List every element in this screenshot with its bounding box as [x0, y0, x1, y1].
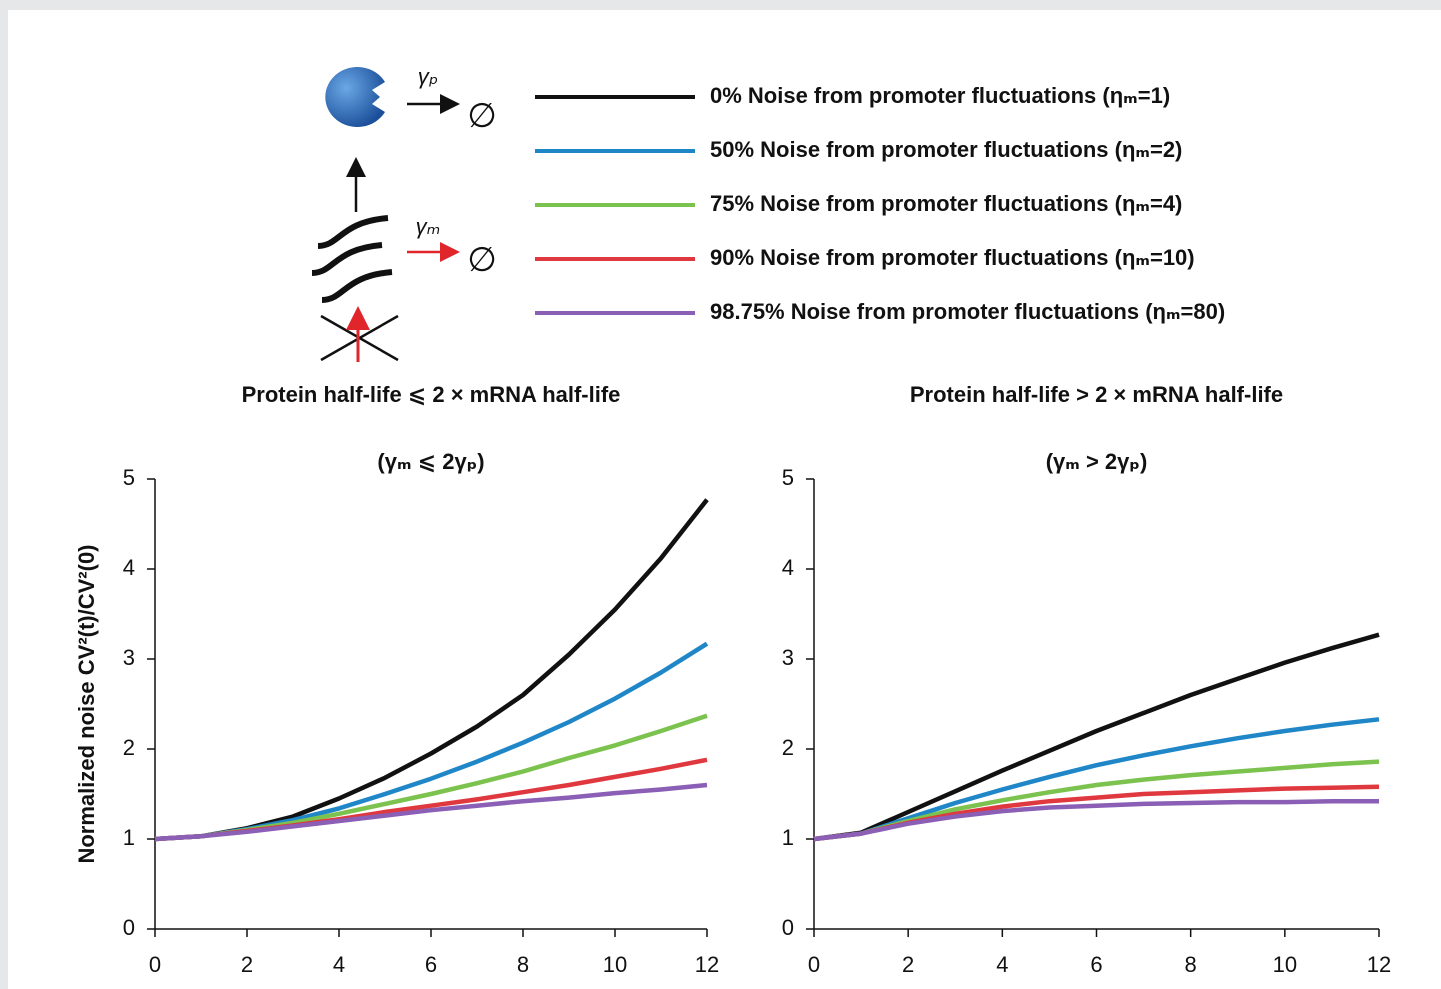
- chart-subtitle: (γₘ > 2γₚ): [1046, 449, 1148, 474]
- legend: 0% Noise from promoter fluctuations (ηₘ=…: [535, 83, 1225, 324]
- series-line: [813, 798, 1379, 842]
- chart: Protein half-life > 2 × mRNA half-life (γ…: [782, 382, 1391, 977]
- x-tick-label: 6: [425, 952, 437, 977]
- y-tick-label: 2: [123, 735, 135, 760]
- legend-label: 50% Noise from promoter fluctuations (ηₘ…: [710, 137, 1182, 162]
- chart-title: Protein half-life > 2 × mRNA half-life: [910, 382, 1283, 407]
- y-axis-label: Normalized noise CV²(t)/CV²(0): [74, 544, 99, 863]
- mrna-decay-label: γₘ: [416, 214, 441, 239]
- legend-label: 0% Noise from promoter fluctuations (ηₘ=…: [710, 83, 1170, 108]
- y-tick-label: 0: [123, 915, 135, 940]
- protein-decay-label: γₚ: [418, 64, 438, 89]
- chart-title: Protein half-life ⩽ 2 × mRNA half-life: [242, 382, 621, 407]
- x-tick-label: 10: [603, 952, 627, 977]
- degraded-symbol: ∅: [467, 241, 497, 279]
- x-tick-label: 12: [1367, 952, 1391, 977]
- y-tick-label: 0: [782, 915, 794, 940]
- y-tick-label: 3: [123, 645, 135, 670]
- charts: Protein half-life ⩽ 2 × mRNA half-life (γ…: [74, 382, 1391, 977]
- y-tick-label: 5: [123, 465, 135, 490]
- x-tick-label: 0: [149, 952, 161, 977]
- x-tick-label: 4: [996, 952, 1008, 977]
- x-tick-label: 0: [808, 952, 820, 977]
- x-tick-label: 8: [517, 952, 529, 977]
- legend-label: 90% Noise from promoter fluctuations (ηₘ…: [710, 245, 1195, 270]
- degraded-symbol: ∅: [467, 97, 497, 135]
- legend-label: 98.75% Noise from promoter fluctuations …: [710, 299, 1225, 324]
- y-tick-label: 1: [123, 825, 135, 850]
- chart: Protein half-life ⩽ 2 × mRNA half-life (γ…: [74, 382, 719, 977]
- x-tick-label: 2: [902, 952, 914, 977]
- x-tick-label: 4: [333, 952, 345, 977]
- series-line: [813, 632, 1380, 842]
- legend-label: 75% Noise from promoter fluctuations (ηₘ…: [710, 191, 1182, 216]
- x-tick-label: 2: [241, 952, 253, 977]
- diagram: γₚ ∅ γₘ ∅: [311, 64, 497, 362]
- y-tick-label: 4: [782, 555, 794, 580]
- y-tick-label: 5: [782, 465, 794, 490]
- series-line: [154, 782, 708, 842]
- panel: [8, 10, 1441, 989]
- y-tick-label: 1: [782, 825, 794, 850]
- x-tick-label: 6: [1090, 952, 1102, 977]
- y-tick-label: 3: [782, 645, 794, 670]
- mrna-icon: [311, 215, 393, 303]
- y-tick-label: 2: [782, 735, 794, 760]
- protein-icon: [325, 67, 385, 128]
- x-tick-label: 10: [1273, 952, 1297, 977]
- x-tick-label: 8: [1185, 952, 1197, 977]
- chart-subtitle: (γₘ ⩽ 2γₚ): [377, 449, 484, 474]
- series-line: [813, 717, 1380, 842]
- y-tick-label: 4: [123, 555, 135, 580]
- x-tick-label: 12: [695, 952, 719, 977]
